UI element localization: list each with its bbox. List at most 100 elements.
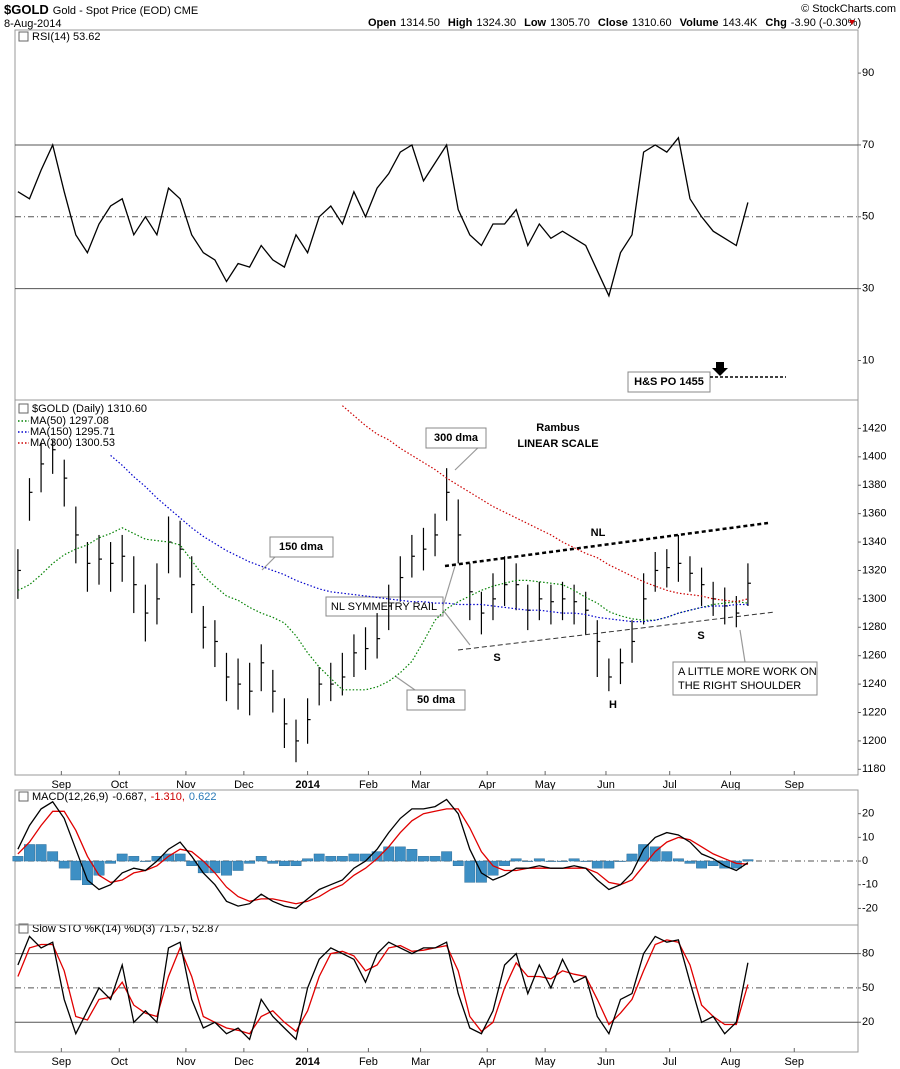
histogram-bar bbox=[105, 860, 116, 864]
x-tick-label: Nov bbox=[176, 1056, 196, 1068]
y-tick-label: 10 bbox=[862, 831, 874, 843]
series-line bbox=[17, 939, 749, 1035]
histogram-bar bbox=[568, 858, 580, 862]
histogram-bar bbox=[591, 860, 603, 869]
series-line bbox=[17, 935, 749, 1041]
x-tick-label: Sep bbox=[784, 779, 804, 791]
histogram-bar bbox=[336, 856, 348, 862]
histogram-bar bbox=[707, 860, 719, 866]
histogram-bar bbox=[719, 860, 731, 869]
pointer bbox=[442, 609, 471, 646]
pattern-label: S bbox=[697, 630, 704, 642]
series-line bbox=[17, 798, 749, 910]
histogram-bar bbox=[302, 858, 313, 862]
panel-title: RSI(14) 53.62 bbox=[32, 31, 100, 43]
quote-value: 1310.60 bbox=[632, 17, 672, 29]
histogram-bar bbox=[24, 844, 35, 862]
x-tick-label: Feb bbox=[359, 779, 378, 791]
y-tick-label: 1300 bbox=[862, 593, 886, 605]
x-tick-label: Sep bbox=[52, 1056, 72, 1068]
quote-value: 1314.50 bbox=[400, 17, 440, 29]
y-tick-label: 50 bbox=[862, 211, 874, 223]
note-box bbox=[672, 661, 818, 696]
histogram-bar bbox=[35, 844, 47, 862]
note-line: THE RIGHT SHOULDER bbox=[678, 680, 801, 692]
x-tick-label: Mar bbox=[411, 1056, 430, 1068]
y-tick-label: 1340 bbox=[862, 536, 886, 548]
histogram-bar bbox=[742, 859, 754, 862]
legend-entry: MA(150) 1295.71 bbox=[30, 426, 115, 438]
histogram-bar bbox=[626, 853, 638, 862]
rail-label: NL SYMMETRY RAIL bbox=[331, 601, 437, 613]
legend-name: MA(300) bbox=[30, 437, 72, 449]
pointer bbox=[261, 556, 276, 571]
histogram-bar bbox=[441, 851, 453, 862]
series-line bbox=[17, 527, 748, 691]
x-tick-label: Sep bbox=[52, 779, 72, 791]
histogram-bar bbox=[615, 860, 626, 862]
quote-value: 1305.70 bbox=[550, 17, 590, 29]
quote-label: Low bbox=[524, 17, 546, 29]
histogram-bar bbox=[12, 856, 24, 862]
quote-label: High bbox=[448, 17, 473, 29]
x-tick-label: Aug bbox=[721, 779, 741, 791]
x-tick-label: May bbox=[535, 779, 556, 791]
y-tick-label: 30 bbox=[862, 283, 874, 295]
pattern-label: S bbox=[493, 652, 500, 664]
quote-label: Volume bbox=[680, 17, 719, 29]
histogram-bar bbox=[418, 856, 429, 862]
x-tick-label: Feb bbox=[359, 1056, 378, 1068]
histogram-bar bbox=[58, 860, 70, 869]
histogram-bar bbox=[348, 853, 360, 862]
series-line bbox=[342, 405, 749, 603]
legend-title: $GOLD (Daily) 1310.60 bbox=[32, 403, 147, 415]
legend-name: MA(150) bbox=[30, 426, 72, 438]
dma-box bbox=[425, 427, 487, 449]
target-arrow bbox=[712, 362, 728, 376]
legend-entry: MA(300) 1300.53 bbox=[30, 437, 115, 449]
legend-value: 1295.71 bbox=[75, 426, 115, 438]
quote-value: -3.90 (-0.30%) bbox=[791, 17, 861, 29]
panel-icon bbox=[18, 791, 29, 802]
header-date: 8-Aug-2014 bbox=[4, 18, 62, 30]
histogram-bar bbox=[244, 860, 256, 864]
panel-frame bbox=[14, 29, 859, 401]
histogram-bar bbox=[452, 860, 464, 866]
histogram-bar bbox=[290, 860, 302, 866]
y-tick-label: 50 bbox=[862, 982, 874, 994]
pattern-label: H bbox=[609, 699, 617, 711]
histogram-bar bbox=[279, 860, 290, 866]
x-tick-label: Jun bbox=[597, 1056, 615, 1068]
histogram-bar bbox=[221, 860, 232, 876]
pointer bbox=[442, 565, 456, 607]
x-tick-label: Dec bbox=[234, 779, 254, 791]
pointer bbox=[394, 675, 416, 691]
y-tick-label: 1220 bbox=[862, 706, 886, 718]
signal-value: -1.310, bbox=[151, 791, 185, 803]
y-tick-label: 20 bbox=[862, 808, 874, 820]
quote: Open 1314.50 High 1324.30 Low 1305.70 Close 131… bbox=[368, 17, 861, 29]
scale-note: LINEAR SCALE bbox=[517, 438, 598, 450]
histogram-bar bbox=[638, 844, 650, 862]
y-tick-label: 1240 bbox=[862, 678, 886, 690]
note-line: A LITTLE MORE WORK ON bbox=[678, 666, 817, 678]
histogram-bar bbox=[684, 860, 696, 864]
panel-frame bbox=[14, 399, 859, 776]
y-tick-label: -10 bbox=[862, 879, 878, 891]
histogram-bar bbox=[139, 860, 151, 862]
histogram-bar bbox=[313, 853, 325, 862]
credit: © StockCharts.com bbox=[801, 3, 896, 15]
histogram-bar bbox=[545, 860, 557, 862]
dma-label: 50 dma bbox=[417, 694, 456, 706]
histogram-bar bbox=[174, 853, 186, 862]
y-tick-label: 0 bbox=[862, 855, 868, 867]
y-tick-label: 1380 bbox=[862, 479, 886, 491]
y-tick-label: 1360 bbox=[862, 508, 886, 520]
x-tick-label: Aug bbox=[721, 1056, 741, 1068]
symbol-name: Gold - Spot Price (EOD) CME bbox=[53, 5, 198, 17]
legend-icon bbox=[18, 403, 29, 414]
histogram-bar bbox=[47, 851, 59, 862]
quote-label: Chg bbox=[765, 17, 786, 29]
pointer bbox=[739, 629, 746, 663]
